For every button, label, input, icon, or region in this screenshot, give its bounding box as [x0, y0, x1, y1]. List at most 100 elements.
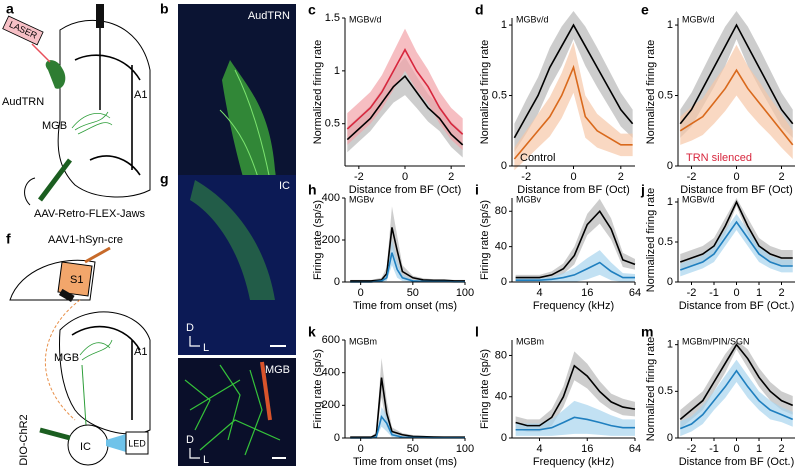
y-tick-label: 80 — [495, 349, 507, 361]
panel-label: k — [308, 324, 316, 340]
chart-title: MGBv/d — [682, 14, 715, 24]
x-tick-label: 100 — [456, 443, 474, 455]
y-tick-label: 400 — [322, 192, 340, 204]
error-band — [347, 28, 463, 151]
x-tick-label: 4 — [536, 287, 542, 299]
panel-label: d — [475, 2, 484, 18]
red-cell — [260, 361, 272, 421]
panel-label: b — [160, 1, 169, 17]
series-line — [513, 64, 633, 160]
orientation — [189, 448, 200, 459]
panel-label: i — [475, 182, 479, 198]
chart-title: MGBm — [349, 336, 377, 346]
x-tick-label: 2 — [778, 287, 784, 299]
laser-beam — [31, 43, 51, 63]
y-tick-label: 0 — [667, 276, 673, 288]
axis-d: D — [186, 322, 194, 334]
orientation — [189, 336, 200, 347]
panel-label: f — [6, 231, 11, 247]
series-line — [515, 364, 636, 427]
error-band — [350, 406, 465, 439]
chr2-label: DIO-ChR2 — [18, 414, 30, 465]
x-tick-label: 0 — [402, 171, 408, 183]
y-tick-label: 1 — [667, 339, 673, 351]
projection — [44, 299, 81, 421]
image-label: IC — [279, 180, 290, 192]
y-tick-label: 0 — [334, 276, 340, 288]
y-tick-label: 0.5 — [325, 118, 340, 130]
x-tick-label: 1 — [756, 443, 762, 455]
y-tick-label: 1 — [667, 19, 673, 31]
x-tick-label: -1 — [709, 287, 719, 299]
audtrn-blob — [45, 60, 66, 89]
series-line — [679, 369, 794, 430]
x-tick-label: 2 — [448, 171, 454, 183]
y-tick-label: 0.5 — [658, 236, 673, 248]
panel-chart: l 0 40 80 4 16 64 Frequency (kHz) Firing rate (s… — [475, 324, 641, 468]
panel-label: h — [308, 182, 317, 198]
chart-title: MGBv/d — [349, 14, 382, 24]
fiber-holder — [96, 4, 104, 28]
series-line — [515, 209, 636, 279]
series-line — [679, 220, 793, 271]
error-band — [350, 357, 465, 438]
x-tick-label: 0 — [570, 171, 576, 183]
a1-label: A1 — [134, 346, 147, 358]
injector — [38, 158, 72, 202]
y-tick-label: 0.5 — [658, 89, 673, 101]
x-tick-label: 0 — [733, 171, 739, 183]
y-tick-label: 40 — [495, 241, 507, 253]
x-tick-label: 2 — [778, 443, 784, 455]
error-band — [515, 400, 635, 436]
arrow — [24, 177, 36, 206]
diagram-f: f AAV1-hSyn-cre S1 A1 MGB IC DIO-ChR2 LE… — [6, 231, 151, 466]
mgb-axons — [71, 111, 113, 135]
axis-d: D — [186, 434, 194, 446]
panel-label: j — [640, 182, 645, 198]
ic-label: IC — [80, 441, 91, 453]
y-axis-label: Normalized firing rate — [479, 40, 491, 145]
x-tick-label: 1 — [756, 287, 762, 299]
a1-label: A1 — [134, 89, 147, 101]
injector — [84, 246, 111, 264]
x-tick-label: 0 — [358, 287, 364, 299]
x-axis-label: Distance from BF (Oct.) — [679, 300, 795, 312]
y-axis-label: Firing rate (sp/s) — [312, 200, 324, 280]
chart-title: MGBm/PIN/SGN — [682, 336, 750, 346]
error-band — [514, 10, 633, 152]
series-line — [679, 23, 794, 125]
y-tick-label: 0 — [501, 432, 507, 444]
x-tick-label: -2 — [521, 171, 531, 183]
x-axis-label: Distance from BF (Oct) — [349, 184, 461, 196]
x-tick-label: 100 — [456, 287, 474, 299]
axis-l: L — [203, 454, 209, 466]
y-tick-label: 80 — [495, 205, 507, 217]
diagram-a: a LASER AudTRN MGB A1 AAV-Retro-FLEX-Jaw… — [2, 1, 151, 220]
image-label: AudTRN — [248, 10, 290, 22]
annotation: TRN silenced — [686, 152, 752, 164]
x-tick-label: 0 — [358, 443, 364, 455]
micrograph-inset — [178, 358, 296, 466]
x-tick-label: -2 — [687, 287, 697, 299]
series-line — [679, 343, 794, 420]
panel-label: g — [160, 171, 169, 187]
brain-structure — [74, 54, 141, 176]
y-tick-label: 600 — [322, 334, 340, 346]
chart-title: MGBv/d — [682, 194, 715, 204]
x-tick-label: -2 — [687, 171, 697, 183]
error-band — [350, 206, 465, 282]
series-line — [346, 48, 464, 135]
y-tick-label: 1 — [501, 19, 507, 31]
y-axis-label: Normalized firing rate — [645, 40, 657, 145]
series-line — [350, 227, 465, 282]
audtrn-label: AudTRN — [2, 96, 44, 108]
chart-title: MGBm — [516, 336, 544, 346]
x-tick-label: -2 — [687, 443, 697, 455]
image-g: g IC D L MGB D L — [160, 171, 296, 466]
y-axis-label: Firing rate (sp/s) — [312, 349, 324, 429]
